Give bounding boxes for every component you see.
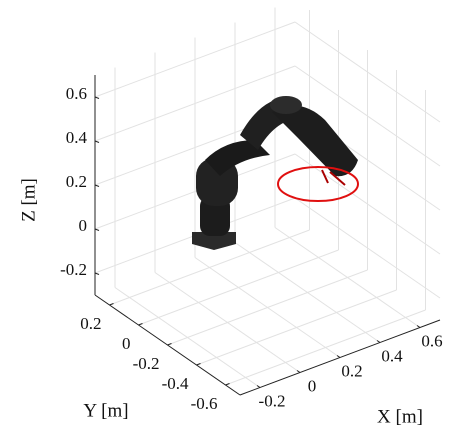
z-tick-label: -0.2 — [60, 260, 87, 279]
tick-mark — [95, 229, 99, 231]
tick-mark — [257, 386, 260, 388]
tick-mark — [226, 384, 230, 386]
chart: -0.200.20.40.6-0.6-0.4-0.200.2-0.200.20.… — [0, 0, 471, 433]
x-tick-label: 0.4 — [381, 346, 403, 365]
y-tick-label: 0.2 — [80, 314, 101, 333]
y-tick-label: -0.2 — [133, 354, 160, 373]
x-tick-label: 0.2 — [341, 361, 362, 380]
robot-joint — [270, 96, 302, 114]
tick-mark — [110, 304, 114, 306]
tick-mark — [417, 326, 420, 328]
tick-mark — [95, 97, 99, 99]
y-tick-label: -0.6 — [191, 394, 218, 413]
tick-mark — [95, 273, 99, 275]
tick-mark — [337, 356, 340, 358]
z-tick-label: 0 — [79, 216, 88, 235]
z-tick-label: 0.6 — [66, 84, 87, 103]
z-tick-label: 0.2 — [66, 172, 87, 191]
tick-mark — [197, 364, 201, 366]
grid-line — [197, 290, 397, 365]
y-axis-label: Y [m] — [83, 400, 128, 421]
x-tick-label: -0.2 — [259, 391, 286, 410]
tick-mark — [95, 141, 99, 143]
tick-mark — [297, 371, 300, 373]
y-tick-label: 0 — [122, 334, 131, 353]
x-tick-label: 0 — [308, 376, 317, 395]
z-axis-label: Z [m] — [18, 178, 39, 222]
tick-mark — [139, 324, 143, 326]
robot-link — [272, 106, 358, 177]
z-tick-label: 0.4 — [66, 128, 88, 147]
trajectory — [278, 167, 358, 201]
y-tick-label: -0.4 — [162, 374, 189, 393]
x-tick-label: 0.6 — [421, 331, 442, 350]
tick-mark — [168, 344, 172, 346]
grid-line — [168, 270, 368, 345]
x-axis-label: X [m] — [377, 406, 423, 427]
tick-mark — [377, 341, 380, 343]
grid-line — [139, 250, 339, 325]
tick-mark — [95, 185, 99, 187]
